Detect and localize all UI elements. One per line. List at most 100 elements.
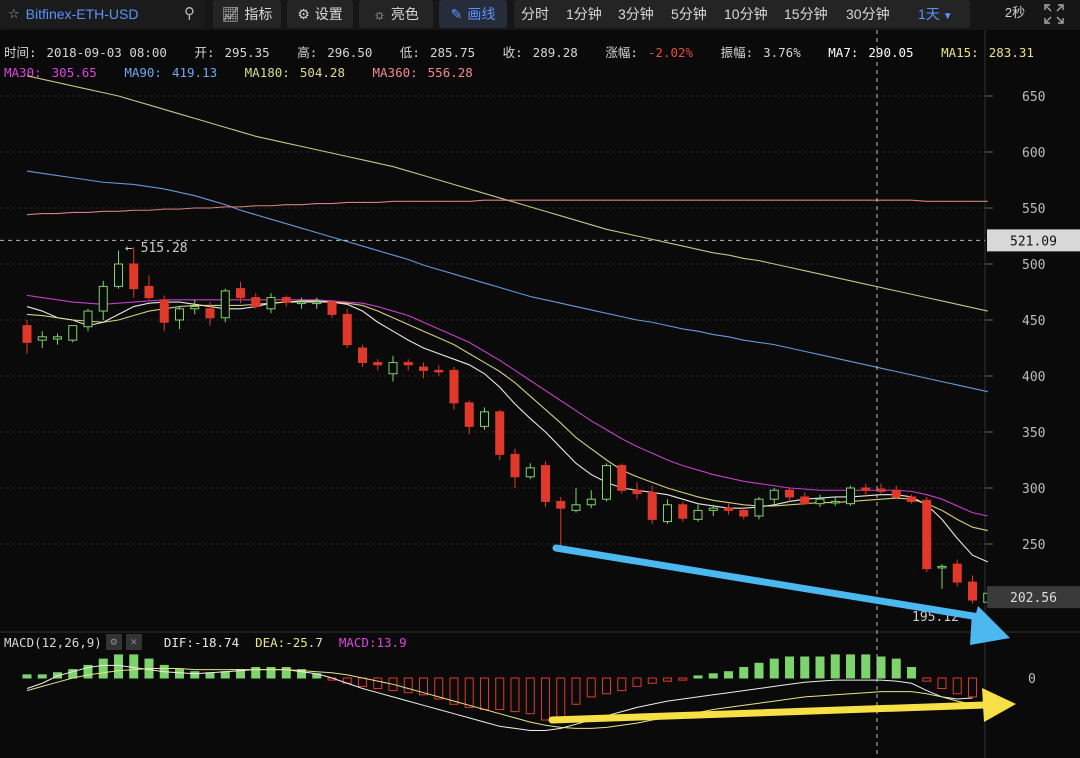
candle-body	[541, 465, 550, 502]
candle-body	[342, 313, 352, 346]
crosshair-price-label: 521.09	[1010, 234, 1057, 249]
symbol-selector[interactable]: ☆ Bitfinex-ETH-USD ⚲	[0, 0, 205, 28]
y-tick-label-300: 300	[1022, 482, 1045, 497]
macd-bar	[663, 677, 672, 682]
blue-arrow-head-2	[970, 612, 1010, 645]
candle-body	[495, 411, 505, 455]
symbol-label: Bitfinex-ETH-USD	[25, 6, 139, 22]
macd-bar	[403, 677, 413, 694]
search-icon[interactable]: ⚲	[184, 5, 195, 22]
macd-label: MACD(12,26,9)	[4, 634, 102, 650]
macd-bar	[37, 674, 47, 679]
macd-bar	[678, 677, 688, 681]
y-tick-label-550: 550	[1022, 202, 1045, 217]
candle-body	[556, 500, 566, 509]
timeframe-0[interactable]: 分时	[521, 6, 549, 22]
macd-bar	[129, 654, 139, 679]
macd-value-field: MACD:13.9	[338, 634, 407, 650]
macd-bar	[281, 667, 291, 679]
candle-body	[190, 306, 200, 310]
change-field: 涨幅: -2.02%	[605, 45, 694, 60]
settings-button[interactable]: ⚙ 设置	[287, 0, 353, 28]
macd-bar	[373, 677, 383, 689]
candle-body	[876, 488, 886, 492]
macd-bar	[510, 677, 520, 713]
timeframe-selected-label: 1天	[918, 6, 940, 22]
candle-body	[388, 362, 398, 375]
macd-bar	[464, 677, 474, 708]
ma-info: MA30: 305.65 MA90: 419.13 MA180: 504.28 MA3…	[4, 65, 493, 80]
timeframe-2[interactable]: 3分钟	[618, 6, 654, 22]
expand-icon[interactable]	[1040, 0, 1068, 28]
candle-body	[724, 507, 733, 511]
ma-line-ma90	[26, 170, 988, 393]
sun-icon: ☼	[373, 6, 386, 22]
low-field: 低: 285.75	[399, 45, 476, 60]
yellow-arrow-head	[982, 688, 1016, 722]
timeframe-selected[interactable]: 1天 ▼	[918, 0, 953, 28]
macd-bar	[175, 669, 184, 679]
dea-field: DEA:-25.7	[255, 634, 323, 650]
close-icon[interactable]: ✕	[125, 634, 142, 650]
macd-bar	[754, 662, 764, 679]
price-chart[interactable]: 650 600 550 500 450 400 350 300 250 0 521.09 202.…	[0, 30, 1080, 758]
timeframe-6[interactable]: 30分钟	[846, 6, 890, 22]
candle-body	[266, 297, 276, 310]
candle-body	[632, 489, 642, 495]
candle-body	[327, 301, 337, 315]
candle-body	[800, 496, 810, 505]
macd-zero-label: 0	[1028, 672, 1036, 687]
candle-body	[830, 500, 840, 504]
macd-bar	[922, 677, 932, 682]
macd-bar	[586, 677, 596, 698]
macd-bar	[830, 654, 840, 679]
macd-bar	[22, 674, 32, 679]
indicator-button[interactable]: 📈︎ 指标	[213, 0, 281, 28]
ma180-field: MA180: 504.28	[244, 65, 345, 80]
macd-bar	[739, 667, 749, 679]
timeframe-1[interactable]: 1分钟	[566, 6, 602, 22]
ohlc-info: 时间: 2018-09-03 08:00 开: 295.35 高: 296.50 低:…	[4, 42, 1054, 61]
macd-bar	[190, 671, 200, 679]
candle-body	[663, 504, 672, 523]
gear-icon[interactable]: ⚙	[105, 634, 122, 650]
candle-body	[647, 491, 657, 520]
time-field: 时间: 2018-09-03 08:00	[4, 45, 167, 60]
candle-body	[968, 581, 977, 601]
candle-body	[937, 565, 947, 569]
indicator-label: 指标	[244, 6, 273, 22]
ma-line-ma7	[26, 300, 988, 563]
timeframe-3[interactable]: 5分钟	[671, 6, 707, 22]
macd-bar	[449, 677, 459, 705]
candle-body	[68, 325, 78, 341]
macd-bar	[251, 667, 261, 679]
refresh-interval[interactable]: 2秒	[1004, 5, 1026, 20]
ma-line-ma30	[26, 294, 988, 517]
ma30-field: MA30: 305.65	[4, 65, 97, 80]
draw-button[interactable]: ✎ 画线	[439, 0, 507, 28]
macd-bar	[632, 677, 642, 687]
candle-body	[175, 308, 184, 321]
macd-bar	[876, 656, 886, 679]
candle-body	[358, 347, 367, 364]
candle-body	[251, 297, 261, 308]
candle-body	[159, 299, 169, 323]
candle-body	[312, 301, 322, 305]
candle-body	[205, 308, 215, 319]
candle-body	[678, 504, 688, 519]
macd-bar	[891, 658, 901, 679]
candle-body	[403, 362, 413, 366]
candle-body	[617, 465, 627, 491]
open-field: 开: 295.35	[194, 45, 270, 60]
macd-bar	[785, 656, 794, 679]
timeframe-5[interactable]: 15分钟	[784, 6, 828, 22]
last-price-box	[987, 586, 1080, 609]
macd-bar	[647, 677, 657, 684]
timeframe-4[interactable]: 10分钟	[724, 6, 768, 22]
candle-body	[739, 509, 749, 517]
theme-button[interactable]: ☼ 亮色	[359, 0, 433, 28]
candle-body	[769, 489, 779, 500]
y-tick-label-400: 400	[1022, 370, 1045, 385]
ma7-field: MA7: 290.05	[828, 45, 914, 60]
star-icon[interactable]: ☆	[8, 6, 20, 21]
